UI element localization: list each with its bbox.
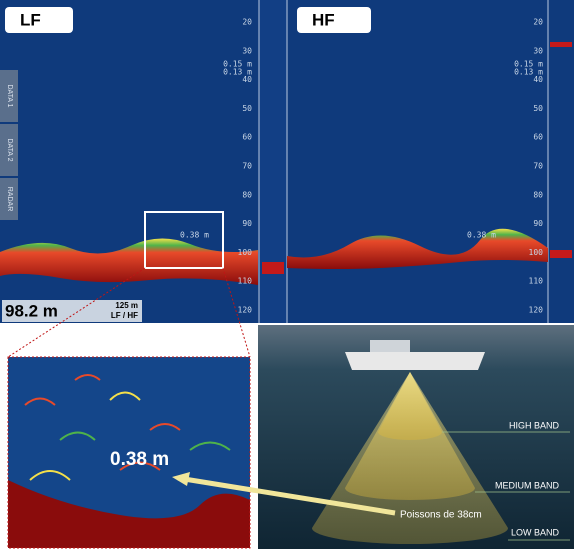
depth-tick-label: 90 (242, 219, 252, 228)
depth-tick-label: 60 (533, 133, 543, 142)
zoom-connector (222, 267, 251, 358)
fish-arches (24, 374, 231, 481)
depth-tick-label: 110 (238, 277, 253, 286)
depth-tick-label: 70 (533, 162, 543, 171)
hf-seabed (287, 228, 548, 269)
range-label: 0.13 m (514, 68, 543, 77)
callout-arrowhead (172, 472, 190, 486)
lf-label-box (5, 7, 73, 33)
zoom-connector (7, 267, 146, 358)
hf-label: HF (312, 10, 335, 29)
depth-tick-label: 40 (242, 75, 252, 84)
depth-tick-label: 70 (242, 162, 252, 171)
side-tab-label[interactable]: DATA 2 (6, 138, 13, 161)
side-tab-label[interactable]: DATA 1 (6, 84, 13, 107)
high-band-cone (378, 372, 442, 440)
range-label: 0.15 m (223, 60, 252, 69)
hf-strip-echo (550, 42, 572, 47)
depth-tick-label: 20 (242, 18, 252, 27)
band-label: LOW BAND (511, 527, 560, 537)
depth-tick-label: 120 (529, 306, 544, 315)
hf-label-box (297, 7, 371, 33)
depth-tick-label: 30 (533, 46, 543, 55)
depth-tick-label: 30 (242, 46, 252, 55)
depth-tick-label: 110 (529, 277, 544, 286)
side-tab[interactable] (0, 124, 18, 176)
depth-tick-label: 50 (533, 104, 543, 113)
side-tab-label[interactable]: RADAR (6, 187, 13, 212)
boat (345, 352, 485, 370)
target-label: 0.38 m (467, 231, 496, 240)
lf-strip (259, 0, 287, 323)
range-label: 0.15 m (514, 60, 543, 69)
side-tab[interactable] (0, 70, 18, 122)
callout: Poissons de 38cm (400, 510, 482, 521)
band-label: MEDIUM BAND (495, 480, 560, 490)
lf-strip-echo (262, 262, 284, 274)
depth-tick-label: 40 (533, 75, 543, 84)
zoom-frame (144, 211, 224, 269)
zoom-target-label: 0.38 m (110, 449, 169, 470)
mode: LF / HF (111, 311, 138, 320)
hf-strip-echo (550, 250, 572, 258)
callout-arrow (177, 475, 396, 516)
depth-readout: 98.2 m (5, 301, 58, 320)
lf-label: LF (20, 10, 41, 29)
depth-tick-label: 60 (242, 133, 252, 142)
zoom-seabed (8, 480, 250, 548)
depth-tick-label: 80 (242, 190, 252, 199)
depth-tick-label: 100 (529, 248, 544, 257)
range-label: 0.13 m (223, 68, 252, 77)
depth-tick-label: 80 (533, 190, 543, 199)
range: 125 m (115, 301, 138, 310)
lf-seabed (0, 238, 258, 285)
depth-tick-label: 90 (533, 219, 543, 228)
band-label: HIGH BAND (509, 420, 560, 430)
readout-box (2, 300, 142, 322)
target-label: 0.38 m (180, 231, 209, 240)
depth-tick-label: 50 (242, 104, 252, 113)
depth-tick-label: 20 (533, 18, 543, 27)
zoom-border (7, 356, 251, 549)
boat-cabin (370, 340, 410, 352)
side-tab[interactable] (0, 178, 18, 220)
depth-tick-label: 100 (238, 248, 253, 257)
depth-tick-label: 120 (238, 306, 253, 315)
